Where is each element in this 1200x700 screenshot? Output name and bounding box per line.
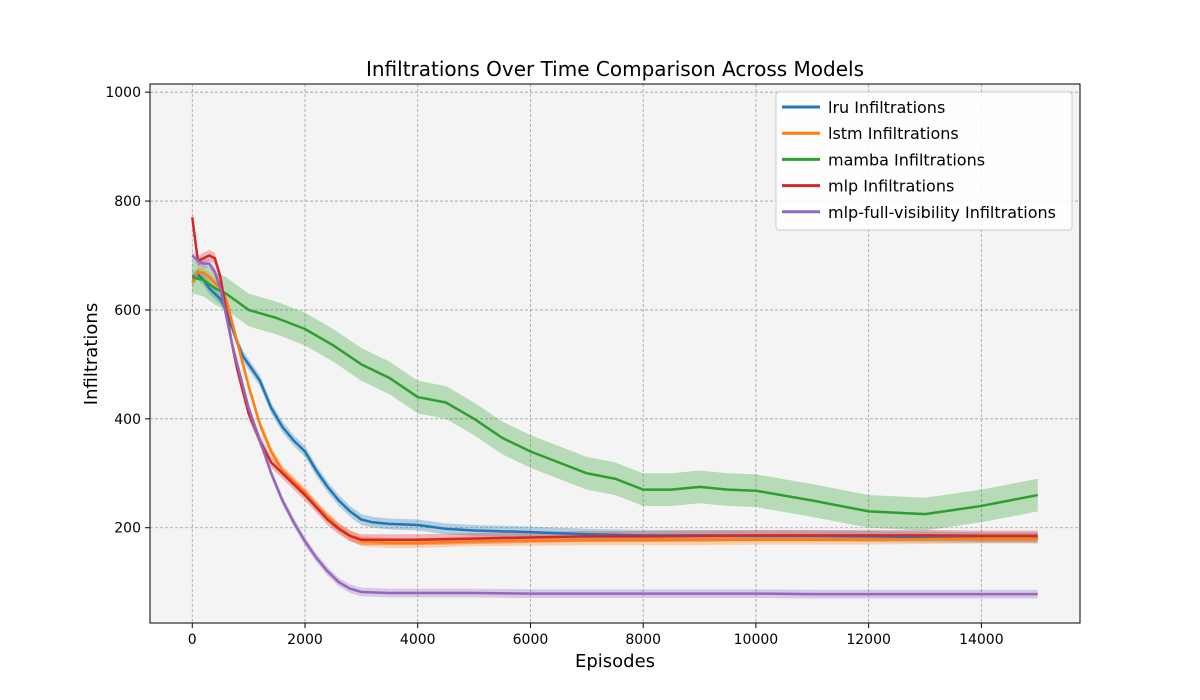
y-tick-label: 400 bbox=[114, 412, 141, 428]
x-tick-label: 0 bbox=[188, 632, 197, 648]
x-tick-label: 2000 bbox=[287, 632, 323, 648]
chart-title: Infiltrations Over Time Comparison Acros… bbox=[366, 57, 864, 81]
series-lines bbox=[191, 217, 1038, 596]
y-tick-label: 200 bbox=[114, 521, 141, 537]
series-line bbox=[191, 254, 1038, 596]
legend: lru Infiltrations lstm Infiltrations mamba… bbox=[775, 91, 1073, 231]
x-tick-label: 14000 bbox=[959, 632, 1004, 648]
legend-label: mlp Infiltrations bbox=[828, 177, 954, 196]
y-axis-ticks: 200 400 600 800 1000 bbox=[105, 85, 150, 537]
legend-label: mlp-full-visibility Infiltrations bbox=[828, 203, 1056, 222]
series-bands bbox=[192, 211, 1038, 599]
x-axis-label: Episodes bbox=[575, 651, 655, 672]
series-line bbox=[191, 276, 1038, 516]
x-axis-ticks: 0 2000 4000 6000 8000 10000 12000 14000 bbox=[188, 623, 1004, 648]
legend-label: mamba Infiltrations bbox=[828, 150, 985, 169]
y-axis-label: Infiltrations bbox=[81, 303, 102, 405]
plot-frame bbox=[149, 83, 1081, 624]
x-tick-label: 10000 bbox=[734, 632, 779, 648]
y-tick-label: 1000 bbox=[105, 85, 141, 101]
series-band bbox=[192, 260, 1038, 531]
x-tick-label: 8000 bbox=[625, 632, 661, 648]
x-tick-label: 4000 bbox=[400, 632, 436, 648]
legend-box bbox=[775, 91, 1073, 231]
legend-label: lstm Infiltrations bbox=[828, 124, 959, 143]
y-tick-label: 600 bbox=[114, 303, 141, 319]
y-tick-label: 800 bbox=[114, 194, 141, 210]
x-tick-label: 12000 bbox=[846, 632, 891, 648]
x-tick-label: 6000 bbox=[513, 632, 549, 648]
legend-label: lru Infiltrations bbox=[828, 98, 945, 117]
series-line bbox=[191, 217, 1038, 541]
